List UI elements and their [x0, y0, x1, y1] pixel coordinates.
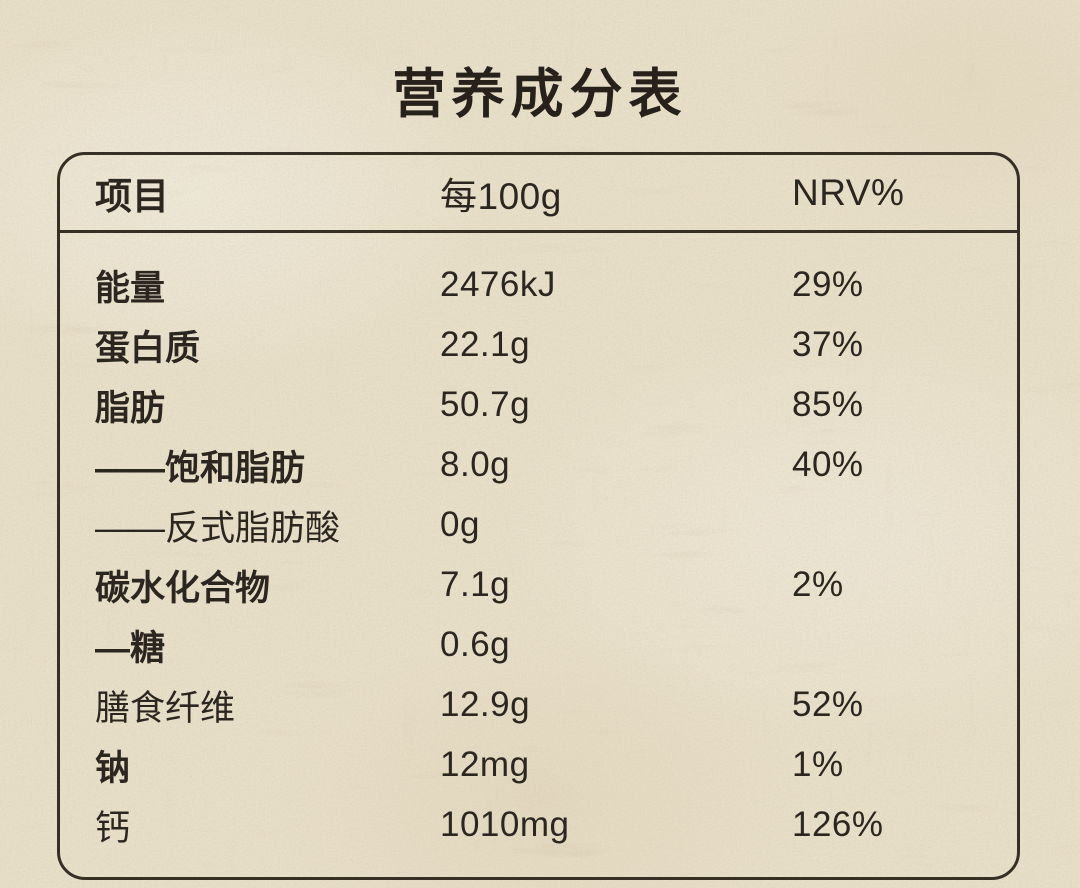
- cell-nrv: 1%: [792, 745, 844, 784]
- cell-item: 脂肪: [95, 388, 166, 428]
- cell-value: 1010mg: [440, 805, 570, 844]
- table-row-sodium: 钠 12mg 1%: [60, 735, 1017, 795]
- cell-value: 12mg: [440, 745, 530, 784]
- cell-value: 22.1g: [440, 325, 531, 364]
- header-nrv: NRV%: [792, 171, 905, 213]
- table-row-fat: 脂肪 50.7g 85%: [60, 375, 1017, 435]
- cell-value: 50.7g: [440, 385, 531, 424]
- cell-nrv: 37%: [792, 325, 864, 364]
- table-row-energy: 能量 2476kJ 29%: [60, 255, 1017, 315]
- table-row-dietary-fiber: 膳食纤维 12.9g 52%: [60, 675, 1017, 735]
- table-row-calcium: 钙 1010mg 126%: [60, 795, 1017, 855]
- cell-nrv: 85%: [792, 385, 864, 424]
- table-header-row: 项目 每100g NRV%: [60, 155, 1017, 233]
- cell-value: 0.6g: [440, 625, 511, 664]
- cell-nrv: 126%: [792, 805, 884, 844]
- cell-nrv: 52%: [792, 685, 864, 724]
- cell-nrv: 40%: [792, 445, 864, 484]
- cell-item: 蛋白质: [95, 328, 201, 368]
- cell-item: ——反式脂肪酸: [95, 508, 341, 548]
- cell-value: 2476kJ: [440, 265, 556, 304]
- cell-item: 钠: [95, 748, 131, 788]
- table-row-protein: 蛋白质 22.1g 37%: [60, 315, 1017, 375]
- cell-value: 8.0g: [440, 445, 511, 484]
- cell-item: 钙: [95, 808, 131, 848]
- cell-item: 能量: [95, 268, 166, 308]
- cell-nrv: 2%: [792, 565, 844, 604]
- cell-item: ——饱和脂肪: [95, 448, 306, 488]
- cell-value: 0g: [440, 505, 480, 544]
- table-row-sugar: —糖 0.6g: [60, 615, 1017, 675]
- cell-value: 12.9g: [440, 685, 531, 724]
- table-row-trans-fat: ——反式脂肪酸 0g: [60, 495, 1017, 555]
- header-per100g: 每100g: [440, 175, 562, 217]
- cell-item: 膳食纤维: [95, 688, 236, 728]
- cell-value: 7.1g: [440, 565, 511, 604]
- table-row-carbohydrate: 碳水化合物 7.1g 2%: [60, 555, 1017, 615]
- header-item: 项目: [95, 175, 169, 217]
- table-row-saturated-fat: ——饱和脂肪 8.0g 40%: [60, 435, 1017, 495]
- nutrition-table: 项目 每100g NRV% 能量 2476kJ 29% 蛋白质 22.1g 37…: [57, 152, 1020, 880]
- cell-item: —糖: [95, 628, 166, 668]
- table-body: 能量 2476kJ 29% 蛋白质 22.1g 37% 脂肪 50.7g 85%…: [60, 233, 1017, 855]
- cell-item: 碳水化合物: [95, 568, 271, 608]
- cell-nrv: 29%: [792, 265, 864, 304]
- page-title: 营养成分表: [392, 65, 688, 124]
